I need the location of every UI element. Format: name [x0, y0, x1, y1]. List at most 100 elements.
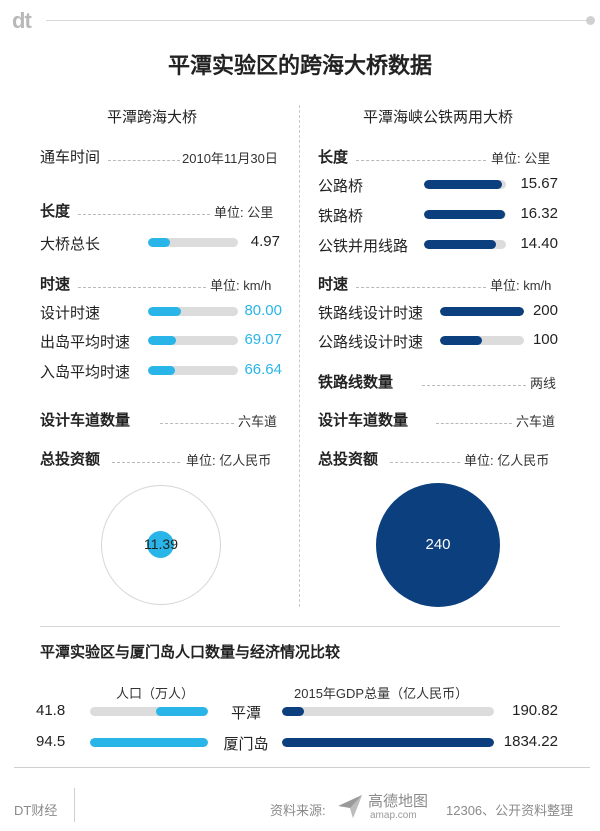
right-length-leader: [356, 160, 486, 161]
comparison-title: 平潭实验区与厦门岛人口数量与经济情况比较: [40, 644, 341, 661]
rail-lines-label: 铁路线数量: [318, 374, 394, 391]
bar-value: 16.32: [520, 205, 558, 222]
bar-track: [424, 210, 506, 219]
header-rule: [46, 20, 590, 21]
bar-value: 1834.22: [503, 733, 558, 750]
bar-fill: [148, 307, 181, 316]
right-investment-value: 240: [425, 536, 451, 553]
left-invest-unit: 单位: 亿人民币: [186, 453, 272, 468]
left-investment-bubble: [147, 531, 175, 559]
footer-brand: DT财经: [14, 803, 58, 818]
bar-value: 100: [532, 331, 558, 348]
left-lanes-label: 设计车道数量: [40, 412, 131, 429]
bar-track: [90, 738, 208, 747]
opened-leader: [108, 160, 180, 161]
bar-label: 出岛平均时速: [40, 334, 131, 351]
bar-value: 14.40: [520, 235, 558, 252]
bar-value: 200: [532, 302, 558, 319]
bar-value: 41.8: [36, 702, 66, 719]
bar-fill: [282, 738, 494, 747]
left-length-leader: [78, 214, 210, 215]
right-length-label: 长度: [318, 149, 349, 166]
right-lanes-label: 设计车道数量: [318, 412, 409, 429]
dt-logo: dt: [12, 8, 32, 33]
footer-source-rest: 12306、公开资料整理: [446, 803, 574, 818]
left-invest-label: 总投资额: [40, 451, 101, 468]
left-speed-label: 时速: [40, 276, 71, 293]
bar-value: 94.5: [36, 733, 66, 750]
bar-fill: [148, 366, 176, 375]
amap-icon: [336, 792, 364, 825]
left-invest-leader: [112, 462, 180, 463]
category-label: 平潭: [230, 705, 261, 722]
bar-fill: [148, 238, 171, 247]
amap-name: 高德地图: [368, 793, 429, 810]
left-speed-unit: 单位: km/h: [210, 278, 272, 293]
bar-label: 大桥总长: [40, 236, 101, 253]
bar-label: 公路线设计时速: [318, 334, 424, 351]
right-invest-label: 总投资额: [318, 451, 379, 468]
left-speed-leader: [78, 287, 206, 288]
left-investment-value: 11.39: [144, 536, 178, 552]
column-divider: [299, 105, 300, 607]
bar-track: [424, 180, 506, 189]
right-column-title: 平潭海峡公铁两用大桥: [362, 109, 513, 126]
bar-track: [440, 307, 524, 316]
bar-label: 公铁并用线路: [318, 238, 409, 255]
bar-fill: [148, 336, 177, 345]
bar-track: [90, 707, 208, 716]
right-speed-label: 时速: [318, 276, 349, 293]
bar-label: 铁路桥: [318, 208, 364, 225]
rail-lines-value: 两线: [530, 376, 557, 391]
right-investment-bubble: [376, 483, 500, 607]
rail-lines-leader: [422, 385, 526, 386]
legend-population: 人口（万人）: [116, 686, 195, 701]
right-invest-leader: [390, 462, 460, 463]
right-length-unit: 单位: 公里: [491, 151, 551, 166]
bar-fill: [424, 180, 502, 189]
bar-value: 15.67: [520, 175, 558, 192]
bar-track: [282, 738, 494, 747]
page-title: 平潭实验区的跨海大桥数据: [167, 53, 432, 78]
bar-label: 公路桥: [318, 178, 364, 195]
section-rule: [40, 626, 560, 627]
bar-value: 4.97: [250, 233, 280, 250]
bar-fill: [440, 307, 524, 316]
bar-fill: [282, 707, 305, 716]
bar-track: [148, 366, 238, 375]
right-invest-unit: 单位: 亿人民币: [464, 453, 550, 468]
bar-track: [424, 240, 506, 249]
right-speed-leader: [356, 287, 486, 288]
footer-rule: [14, 767, 590, 768]
bar-label: 铁路线设计时速: [318, 305, 424, 322]
bar-label: 设计时速: [40, 305, 101, 322]
footer-source-label: 资料来源:: [270, 803, 326, 818]
bar-value: 69.07: [244, 331, 282, 348]
legend-gdp: 2015年GDP总量（亿人民币）: [294, 686, 469, 701]
bar-value: 66.64: [244, 361, 282, 378]
left-lanes-leader: [160, 423, 234, 424]
header-dot: [586, 16, 595, 25]
opened-value: 2010年11月30日: [182, 151, 278, 166]
footer-divider: [74, 788, 75, 822]
right-speed-unit: 单位: km/h: [490, 278, 552, 293]
investment-reference-circle: [101, 485, 221, 605]
bar-label: 入岛平均时速: [40, 364, 131, 381]
bar-fill: [90, 738, 208, 747]
bar-value: 190.82: [512, 702, 558, 719]
bar-track: [148, 238, 238, 247]
bar-track: [282, 707, 494, 716]
left-length-label: 长度: [40, 203, 71, 220]
bar-value: 80.00: [244, 302, 282, 319]
left-length-unit: 单位: 公里: [214, 205, 274, 220]
bar-track: [148, 307, 238, 316]
bar-track: [440, 336, 524, 345]
category-label: 厦门岛: [223, 736, 269, 753]
opened-label: 通车时间: [40, 149, 101, 166]
left-column-title: 平潭跨海大桥: [106, 109, 197, 126]
right-lanes-leader: [436, 423, 512, 424]
left-lanes-value: 六车道: [238, 414, 278, 429]
bar-track: [148, 336, 238, 345]
bar-fill: [424, 240, 496, 249]
amap-url: amap.com: [370, 810, 417, 821]
